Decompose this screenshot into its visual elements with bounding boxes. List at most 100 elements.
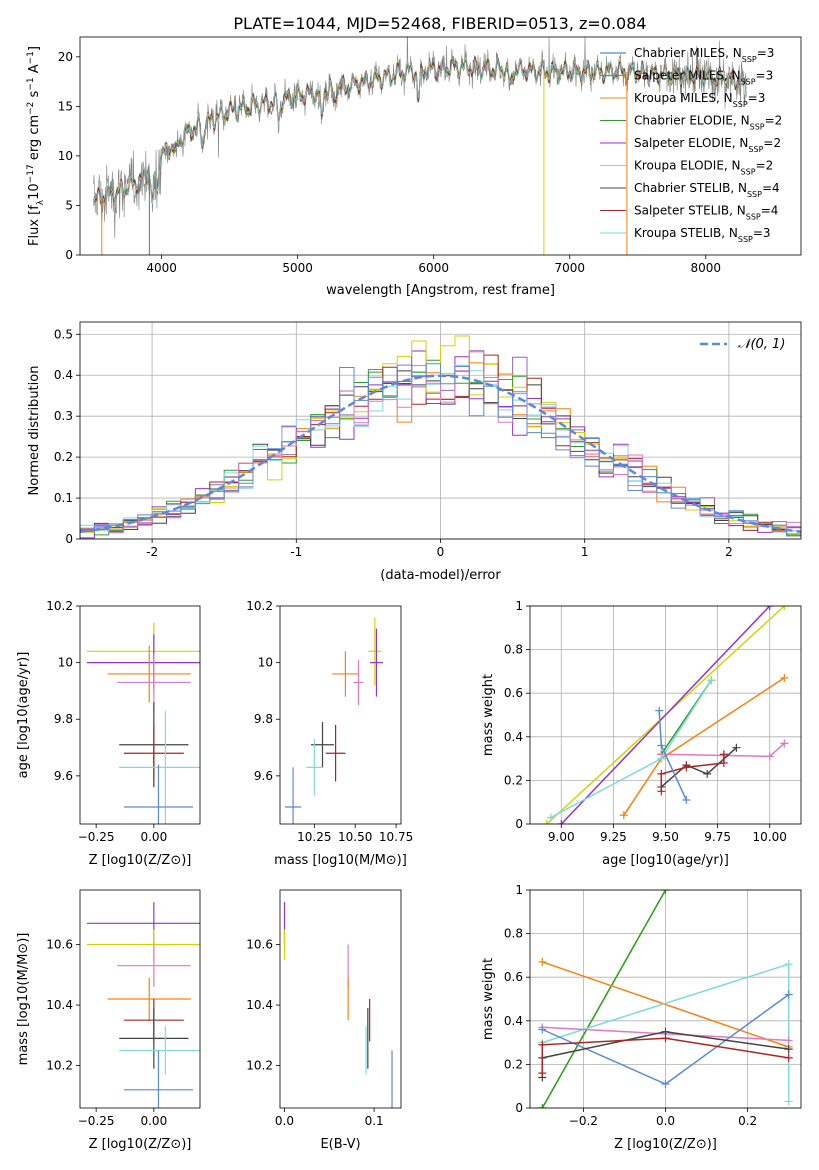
residual-histogram-series bbox=[80, 363, 801, 539]
legend-sub: SSP bbox=[747, 190, 762, 199]
weight-marker bbox=[765, 752, 774, 761]
mass-vs-z-plot-area bbox=[86, 902, 200, 1108]
weight-marker bbox=[542, 820, 551, 824]
errorbar-point bbox=[119, 710, 200, 824]
y-tick-label: 10.2 bbox=[46, 1059, 73, 1073]
errorbar-point bbox=[119, 1008, 189, 1069]
errorbar-point bbox=[119, 1026, 200, 1075]
x-tick-label: 9.25 bbox=[600, 830, 627, 844]
legend-entry: Salpeter MILES, NSSP=3 bbox=[634, 69, 773, 87]
weight-vs-age-xlabel: age [log10(age/yr)] bbox=[602, 853, 729, 868]
x-tick-label: 6000 bbox=[418, 261, 449, 275]
y-tick-label: 0.5 bbox=[54, 327, 73, 341]
model-spectrum-line bbox=[93, 55, 747, 208]
ylabel-part: ] bbox=[27, 46, 42, 51]
y-tick-label: 0 bbox=[515, 817, 523, 831]
errorbar-point bbox=[369, 628, 384, 697]
x-tick-label: -2 bbox=[146, 545, 158, 559]
x-tick-label: 7000 bbox=[554, 261, 585, 275]
mass-vs-ebv-plot-area bbox=[283, 902, 393, 1108]
weight-marker bbox=[732, 743, 741, 752]
x-tick-label: 9.50 bbox=[652, 830, 679, 844]
ylabel-part: −2 bbox=[26, 102, 36, 115]
y-tick-label: 20 bbox=[58, 50, 73, 64]
x-tick-label: −0.2 bbox=[569, 1114, 598, 1128]
figure-title: PLATE=1044, MJD=52468, FIBERID=0513, z=0… bbox=[233, 14, 646, 33]
legend-suffix: =4 bbox=[762, 181, 780, 195]
weight-marker bbox=[538, 957, 547, 966]
weight-series-line bbox=[541, 1037, 789, 1074]
weight-marker bbox=[538, 1104, 547, 1108]
age-vs-z-plot-area bbox=[86, 622, 200, 824]
weight-marker bbox=[784, 1036, 793, 1045]
errorbar-point bbox=[107, 977, 191, 1021]
y-tick-label: 0.3 bbox=[54, 409, 73, 423]
weight-vs-age-frame bbox=[529, 605, 802, 825]
legend-sub: SSP bbox=[741, 167, 756, 176]
weight-marker bbox=[784, 960, 793, 969]
y-tick-label: 1 bbox=[515, 599, 523, 613]
weight-marker bbox=[707, 676, 716, 685]
weight-marker bbox=[719, 758, 728, 767]
errorbar-point bbox=[123, 764, 194, 824]
age-vs-z-frame bbox=[79, 605, 201, 825]
errorbar-point bbox=[368, 617, 382, 686]
y-tick-label: 10 bbox=[58, 656, 73, 670]
weight-series-line bbox=[550, 679, 713, 819]
y-tick-label: 0.2 bbox=[504, 1057, 523, 1071]
weight-series-line bbox=[560, 606, 771, 824]
legend-sub: SSP bbox=[742, 55, 757, 64]
y-tick-label: 0.4 bbox=[504, 1014, 523, 1028]
y-tick-label: 10.2 bbox=[246, 1059, 273, 1073]
errorbar-point bbox=[325, 724, 346, 782]
weight-series bbox=[546, 676, 716, 822]
weight-marker bbox=[661, 1034, 670, 1043]
ylabel-part: erg cm bbox=[27, 115, 42, 164]
weight-series-line bbox=[623, 677, 785, 816]
legend-label: Chabrier ELODIE, N bbox=[634, 114, 750, 128]
age-vs-mass-xlabel: mass [log10(M/M⊙)] bbox=[274, 853, 407, 868]
legend-label: Chabrier MILES, N bbox=[634, 46, 742, 60]
legend-label: Kroupa ELODIE, N bbox=[634, 159, 741, 173]
weight-series-line bbox=[541, 890, 667, 1108]
weight-marker bbox=[619, 811, 628, 820]
weight-marker bbox=[661, 1080, 670, 1089]
y-tick-label: 0.2 bbox=[54, 450, 73, 464]
weight-series bbox=[538, 990, 793, 1089]
y-tick-label: 5 bbox=[65, 198, 73, 212]
y-tick-label: 1 bbox=[515, 883, 523, 897]
ylabel-part: s bbox=[27, 90, 42, 101]
y-tick-label: 0 bbox=[65, 248, 73, 262]
x-tick-label: 10.75 bbox=[379, 830, 413, 844]
age-vs-mass-axes: 10.25 10.50 10.75 9.6 9.8 10 10.2 bbox=[246, 599, 413, 844]
weight-series bbox=[619, 673, 789, 820]
weight-series bbox=[557, 606, 774, 824]
residuals-xlabel: (data-model)/error bbox=[380, 568, 501, 583]
weight-vs-z-frame bbox=[529, 889, 802, 1109]
weight-marker bbox=[784, 990, 793, 999]
mass-vs-z-xlabel: Z [log10(Z/Z⊙)] bbox=[89, 1137, 192, 1152]
weight-marker bbox=[784, 1097, 793, 1106]
x-tick-label: 0 bbox=[437, 545, 445, 559]
weight-marker bbox=[682, 796, 691, 805]
y-tick-label: 0 bbox=[65, 532, 73, 546]
x-tick-label: 4000 bbox=[146, 261, 177, 275]
weight-marker bbox=[538, 1069, 547, 1078]
age-vs-z-axes: −0.25 0.00 9.6 9.8 10 10.2 bbox=[46, 599, 167, 844]
weight-series-line bbox=[660, 747, 737, 788]
x-tick-label: 0.1 bbox=[365, 1114, 384, 1128]
errorbar-point bbox=[306, 739, 323, 796]
residuals-ylabel: Normed distribution bbox=[27, 366, 42, 496]
ylabel-part: −17 bbox=[26, 164, 36, 183]
y-tick-label: 9.6 bbox=[54, 769, 73, 783]
ylabel-part: −1 bbox=[26, 51, 36, 64]
legend-suffix: =3 bbox=[756, 69, 774, 83]
y-tick-label: 9.8 bbox=[54, 712, 73, 726]
y-tick-label: 0.4 bbox=[54, 368, 73, 382]
weight-series-line bbox=[542, 961, 789, 1048]
weight-marker bbox=[682, 763, 691, 772]
errorbar-point bbox=[353, 659, 364, 706]
ylabel-part: λ bbox=[36, 199, 46, 205]
ylabel-part: 10 bbox=[27, 183, 42, 200]
y-tick-label: 10.4 bbox=[246, 998, 273, 1012]
